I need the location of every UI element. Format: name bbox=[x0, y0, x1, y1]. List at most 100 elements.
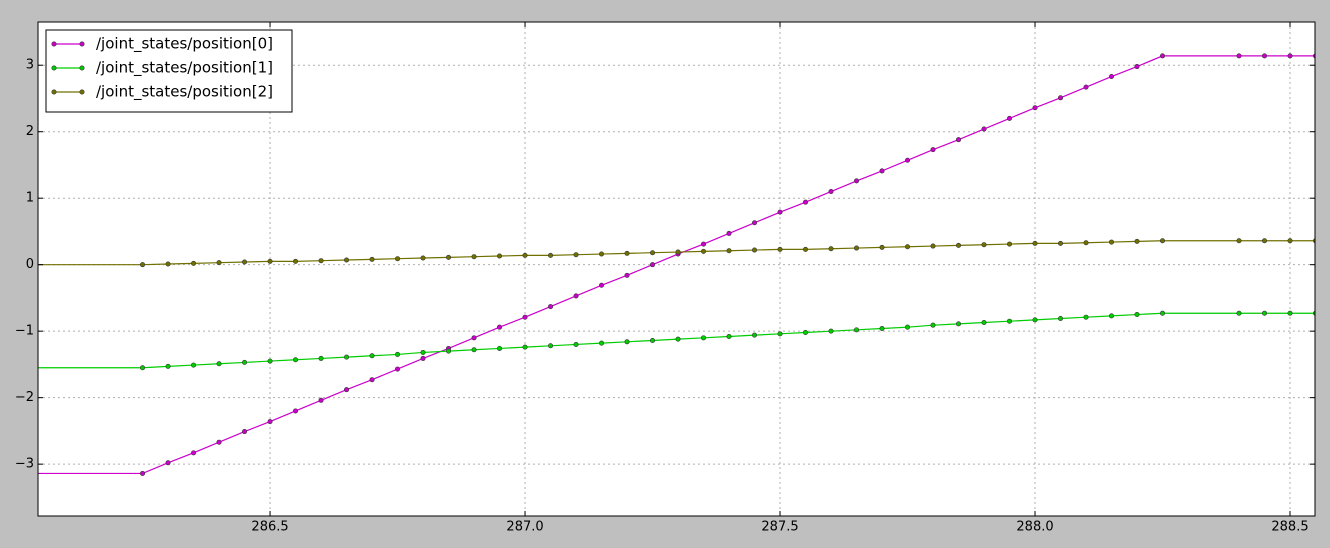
data-point bbox=[344, 354, 350, 360]
data-point bbox=[701, 248, 707, 254]
plot-frame bbox=[37, 21, 1316, 517]
data-point bbox=[726, 333, 732, 339]
data-point bbox=[242, 429, 248, 435]
data-point bbox=[165, 363, 171, 369]
x-tick-label: 287.5 bbox=[761, 520, 798, 535]
data-point bbox=[675, 336, 681, 342]
data-point bbox=[140, 365, 146, 371]
data-point bbox=[777, 246, 783, 252]
data-point bbox=[1032, 240, 1038, 246]
data-point bbox=[293, 357, 299, 363]
data-point bbox=[803, 199, 809, 205]
data-point bbox=[140, 262, 146, 268]
data-point bbox=[1058, 95, 1064, 101]
data-point bbox=[1109, 313, 1115, 319]
data-point bbox=[879, 244, 885, 250]
data-point bbox=[1007, 318, 1013, 324]
data-point bbox=[854, 178, 860, 184]
data-point bbox=[242, 259, 248, 265]
data-point bbox=[1007, 115, 1013, 121]
data-point bbox=[1160, 238, 1166, 244]
data-point bbox=[1134, 64, 1140, 70]
legend-marker bbox=[51, 41, 57, 47]
data-point bbox=[522, 314, 528, 320]
data-point bbox=[471, 335, 477, 341]
data-point bbox=[1236, 238, 1242, 244]
data-point bbox=[369, 377, 375, 383]
data-point bbox=[777, 209, 783, 215]
data-point bbox=[293, 408, 299, 414]
data-point bbox=[905, 244, 911, 250]
data-point bbox=[242, 359, 248, 365]
data-point bbox=[854, 327, 860, 333]
data-point bbox=[1287, 310, 1293, 316]
data-point bbox=[1236, 310, 1242, 316]
series-line bbox=[38, 312, 1315, 369]
data-point bbox=[1007, 241, 1013, 247]
data-point bbox=[573, 341, 579, 347]
data-point bbox=[828, 246, 834, 252]
data-point bbox=[624, 339, 630, 345]
data-point bbox=[828, 328, 834, 334]
x-tick-label: 288.0 bbox=[1016, 520, 1053, 535]
data-point bbox=[752, 332, 758, 338]
data-point bbox=[216, 260, 222, 266]
data-point bbox=[165, 261, 171, 267]
y-tick-label: 2 bbox=[26, 124, 34, 139]
data-point bbox=[446, 348, 452, 354]
data-point bbox=[905, 324, 911, 330]
data-point bbox=[1287, 53, 1293, 59]
data-point bbox=[497, 324, 503, 330]
data-point bbox=[1058, 316, 1064, 322]
data-point bbox=[930, 147, 936, 153]
data-point bbox=[140, 470, 146, 476]
data-point bbox=[191, 260, 197, 266]
data-point bbox=[905, 157, 911, 163]
data-point bbox=[650, 262, 656, 268]
legend: /joint_states/position[0] /joint_states/p… bbox=[45, 29, 293, 113]
data-point bbox=[981, 242, 987, 248]
data-point bbox=[318, 355, 324, 361]
series-line bbox=[38, 55, 1315, 475]
data-point bbox=[216, 439, 222, 445]
data-point bbox=[879, 168, 885, 174]
data-point bbox=[522, 344, 528, 350]
y-tick-label: −3 bbox=[15, 457, 34, 472]
data-point bbox=[548, 252, 554, 258]
data-point bbox=[522, 252, 528, 258]
data-point bbox=[956, 137, 962, 143]
data-point bbox=[1262, 238, 1268, 244]
data-point bbox=[1083, 314, 1089, 320]
legend-marker bbox=[51, 65, 57, 71]
data-point bbox=[981, 126, 987, 132]
data-point bbox=[752, 220, 758, 226]
data-point bbox=[879, 326, 885, 332]
x-tick-label: 287.0 bbox=[506, 520, 543, 535]
data-point bbox=[1032, 105, 1038, 111]
legend-marker bbox=[79, 65, 85, 71]
data-point bbox=[471, 347, 477, 353]
data-point bbox=[420, 349, 426, 355]
data-point bbox=[1160, 310, 1166, 316]
data-point bbox=[1134, 312, 1140, 318]
data-point bbox=[267, 258, 273, 264]
data-point bbox=[726, 248, 732, 254]
data-point bbox=[624, 272, 630, 278]
x-tick-label: 286.5 bbox=[251, 520, 288, 535]
data-point bbox=[471, 254, 477, 260]
data-point bbox=[599, 282, 605, 288]
data-point bbox=[344, 387, 350, 393]
grid bbox=[38, 22, 1315, 516]
data-point bbox=[854, 245, 860, 251]
data-point bbox=[675, 249, 681, 255]
data-point bbox=[1287, 238, 1293, 244]
legend-marker bbox=[51, 89, 57, 95]
data-point bbox=[165, 460, 171, 466]
data-point bbox=[1160, 53, 1166, 59]
data-point bbox=[726, 230, 732, 236]
legend-box bbox=[45, 29, 293, 113]
data-point bbox=[318, 258, 324, 264]
data-point bbox=[981, 320, 987, 326]
plot bbox=[38, 53, 1315, 476]
